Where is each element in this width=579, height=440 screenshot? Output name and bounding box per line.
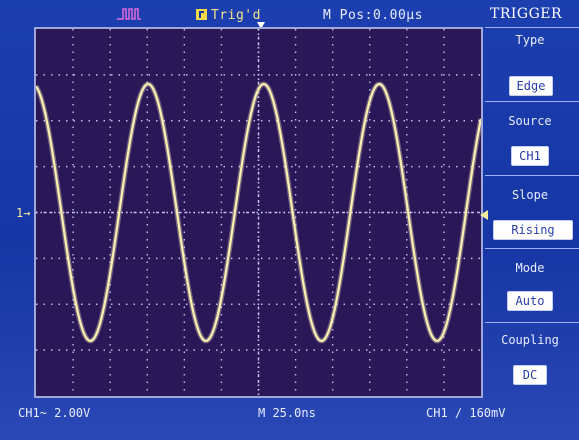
- menu-item-value[interactable]: Auto: [507, 291, 553, 311]
- menu-item-slope[interactable]: Slope Rising: [485, 175, 579, 249]
- menu-item-source[interactable]: Source CH1: [485, 101, 579, 176]
- trigger-info-readout: CH1 ∕ 160mV: [426, 406, 506, 420]
- menu-title: TRIGGER: [490, 6, 563, 22]
- waveform-trace: [36, 82, 481, 343]
- menu-item-label: Coupling: [501, 333, 559, 347]
- waveform-glow: [36, 81, 481, 344]
- main-position-readout: M Pos:0.00µs: [323, 8, 423, 23]
- waveform-screen: [34, 27, 483, 398]
- menu-item-coupling[interactable]: Coupling DC: [485, 322, 579, 399]
- pulse-icon: [117, 8, 141, 20]
- menu-item-label: Type: [515, 33, 545, 47]
- menu-item-value[interactable]: Rising: [493, 220, 573, 240]
- trigger-status-icon: [196, 9, 207, 20]
- menu-item-type[interactable]: Type Edge: [485, 27, 579, 102]
- trigger-status-text: Trig'd: [211, 8, 261, 23]
- trigger-side-menu: Type Edge Source CH1 Slope Rising Mode A…: [485, 27, 579, 398]
- menu-item-mode[interactable]: Mode Auto: [485, 248, 579, 323]
- menu-item-label: Source: [508, 114, 552, 128]
- menu-item-label: Mode: [515, 261, 545, 275]
- channel-1-ground-marker[interactable]: 1→: [16, 206, 31, 220]
- trigger-position-marker[interactable]: [257, 22, 265, 29]
- menu-item-value[interactable]: CH1: [511, 146, 549, 166]
- menu-item-label: Slope: [511, 188, 549, 202]
- menu-item-value[interactable]: DC: [513, 365, 547, 385]
- waveform-plot: [36, 81, 481, 344]
- ch1-scale-readout: CH1~ 2.00V: [18, 406, 91, 420]
- menu-item-value[interactable]: Edge: [509, 76, 553, 96]
- timebase-readout: M 25.0ns: [258, 406, 316, 420]
- trigger-level-marker[interactable]: [480, 210, 488, 220]
